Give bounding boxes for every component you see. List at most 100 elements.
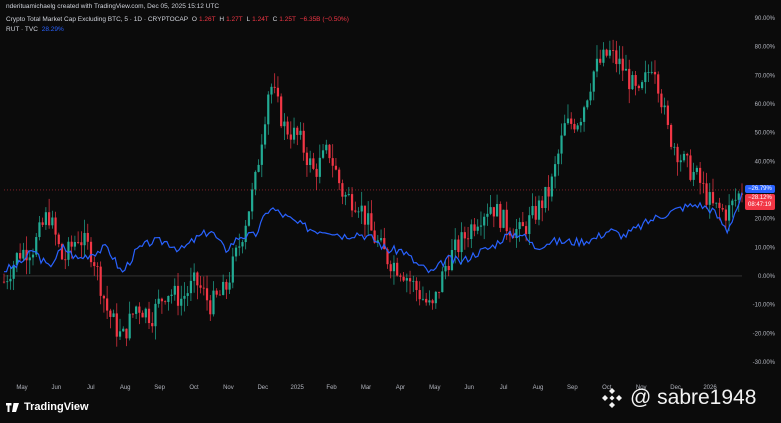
tradingview-logo[interactable]: TradingView [6,401,89,413]
x-tick-label: Aug [120,385,131,391]
candle [151,312,154,333]
candle [118,318,122,340]
candle [350,187,354,218]
candle [35,233,38,258]
candle [566,104,570,125]
candle [392,255,396,285]
candle [218,290,222,296]
candle [602,42,605,67]
candle [608,40,611,59]
candle [2,273,6,284]
candle [67,237,70,267]
candle [582,105,586,132]
candle [28,251,31,275]
candle [699,161,702,195]
x-tick-label: Apr [396,385,405,391]
x-tick-label: Nov [223,385,234,391]
candle [22,242,25,262]
candle [289,121,292,149]
candle [344,191,347,206]
y-tick-label: 0.00% [758,274,776,280]
candle [670,123,673,150]
y-tick-label: 10.00% [755,245,776,251]
candle [89,237,93,268]
candle [415,277,418,302]
candle [199,276,202,294]
candle [86,223,89,250]
candle [318,144,321,184]
candle [463,226,466,250]
candle [286,116,289,140]
candle [231,247,234,289]
y-tick-label: 80.00% [755,45,776,51]
candle [676,143,679,176]
candle [15,251,18,273]
candle [518,217,521,242]
candle [412,275,415,292]
candle [560,123,563,165]
candle [54,211,57,246]
candle [521,211,524,227]
plot-area [2,39,744,347]
candle [489,195,492,216]
candle [541,196,544,222]
candle [212,281,215,317]
rut-price-tag: −26.79% [745,185,775,193]
x-tick-label: Dec [257,385,268,391]
candle [276,76,280,103]
candle [515,218,518,248]
candle [425,292,428,306]
candle [737,190,740,212]
candle [154,299,157,340]
candle [728,194,731,232]
candle [247,211,251,227]
candle [563,114,566,137]
y-axis[interactable]: 90.00%80.00%70.00%60.00%50.00%40.00%30.0… [753,16,776,366]
candle [611,39,615,63]
y-tick-label: -30.00% [753,360,776,366]
candle [160,297,164,314]
symbol-legend[interactable]: Crypto Total Market Cap Excluding BTC, 5… [6,16,351,23]
candle [96,262,99,281]
candle [466,227,470,248]
candle [483,213,486,240]
y-tick-label: 70.00% [755,73,776,79]
candle [93,256,96,276]
symbol-name[interactable]: Crypto Total Market Cap Excluding BTC, 5… [6,16,189,23]
tradingview-logo-icon [6,402,19,412]
candle [711,178,715,206]
candle [312,152,315,171]
candle [573,118,576,134]
candle [44,207,47,230]
candle [408,270,412,295]
candle [379,229,383,243]
y-tick-label: -20.00% [753,331,776,337]
candle [486,203,489,226]
candle [718,197,721,221]
candle [492,206,495,228]
candle [621,46,624,82]
compare-symbol[interactable]: RUT · TVC [6,26,38,33]
compare-legend[interactable]: RUT · TVC 28.29% [6,26,66,33]
candle [531,193,534,219]
x-tick-label: Feb [326,385,337,391]
candle [238,233,241,256]
candle [428,290,431,306]
candle [186,286,189,307]
x-tick-label: Aug [533,385,544,391]
candle [41,217,44,228]
open-value: 1.26T [198,16,216,23]
candle [647,64,650,82]
candle [702,171,705,194]
candle [695,165,698,175]
candle [215,288,218,298]
x-tick-label: 2026 [703,385,717,391]
candle [138,302,141,325]
candle [48,198,51,229]
candle [328,144,331,164]
candle [660,89,663,114]
x-axis[interactable]: May Jun Jul Aug Sep Oct Nov Dec 2025 Feb Mar Apr May… [16,385,717,391]
candle [225,279,228,300]
candle [6,274,9,290]
